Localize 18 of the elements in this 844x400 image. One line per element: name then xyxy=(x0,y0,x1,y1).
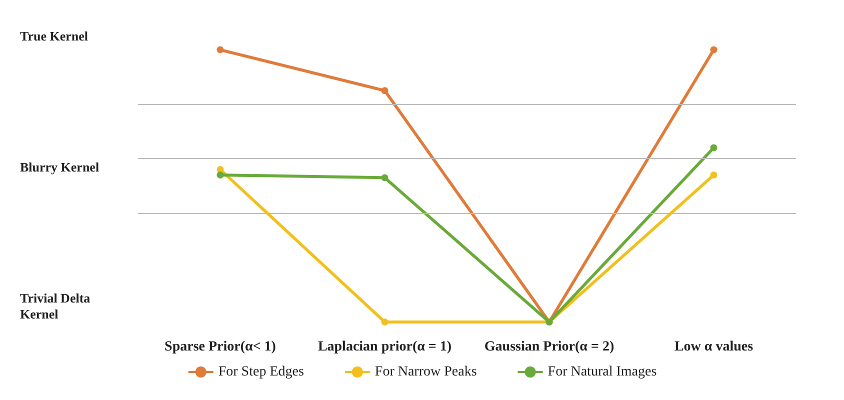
point xyxy=(216,172,224,178)
legend-label: For Step Edges xyxy=(218,364,304,380)
point xyxy=(381,174,388,182)
point xyxy=(710,144,718,152)
x-tick-label: Gaussian Prior(α = 2) xyxy=(484,340,614,354)
legend-label: For Natural Images xyxy=(548,364,657,380)
legend-label: For Narrow Peaks xyxy=(374,364,477,380)
x-tick-label: Sparse Prior(α< 1) xyxy=(164,340,276,354)
text: Blurry Kernel xyxy=(20,160,100,174)
point xyxy=(710,172,718,178)
x-tick-label: Low α values xyxy=(674,340,754,354)
text: True Kernel xyxy=(20,28,88,44)
point xyxy=(381,318,388,326)
x-tick-label: Laplacian prior(α = 1) xyxy=(318,340,452,354)
text: Trivial Delta Kernel xyxy=(20,290,91,322)
point xyxy=(710,46,718,54)
point xyxy=(381,87,388,94)
point xyxy=(216,46,224,54)
